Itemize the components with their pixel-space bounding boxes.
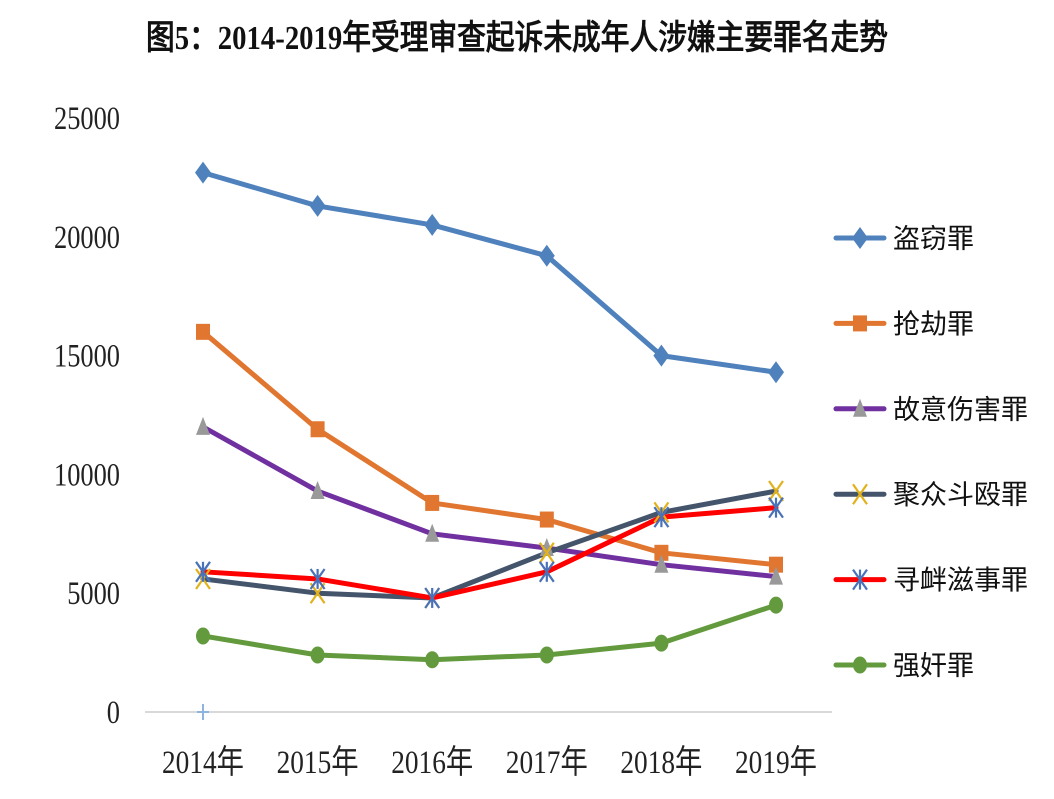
legend-item: 故意伤害罪 <box>833 395 1028 425</box>
data-point-marker <box>538 542 555 564</box>
legend-label: 聚众斗殴罪 <box>893 480 1028 510</box>
data-point-marker <box>539 538 554 557</box>
data-point-marker <box>539 511 554 528</box>
legend-marker-swatch <box>852 483 868 505</box>
data-point-marker <box>538 561 555 583</box>
y-tick-label: 20000 <box>54 220 120 256</box>
x-tick-label: 2019年 <box>735 744 817 781</box>
legend-item: 强奸罪 <box>833 651 974 681</box>
data-point-marker <box>424 587 441 609</box>
data-point-marker <box>196 323 210 340</box>
data-point-marker <box>310 421 325 438</box>
series-line-3 <box>200 424 779 580</box>
x-tick-label: 2015年 <box>277 744 359 781</box>
legend-label: 强奸罪 <box>893 651 974 681</box>
data-point-marker <box>653 344 670 367</box>
legend-item: 盗窃罪 <box>833 224 974 254</box>
series-line-6 <box>200 602 779 663</box>
y-tick-label: 5000 <box>67 576 120 612</box>
data-point-marker <box>768 361 784 384</box>
legend-marker-swatch <box>852 227 868 249</box>
x-tick-label: 2016年 <box>391 744 473 781</box>
legend-item: 聚众斗殴罪 <box>833 480 1028 510</box>
series-line-2 <box>200 329 779 568</box>
data-point-marker <box>425 651 440 669</box>
x-tick-label: 2018年 <box>620 744 702 781</box>
legend-label: 盗窃罪 <box>893 224 974 254</box>
data-point-marker <box>539 646 554 664</box>
series-markers <box>195 161 784 669</box>
chart-title: 图5：2014-2019年受理审查起诉未成年人涉嫌主要罪名走势 <box>146 19 888 57</box>
data-point-marker <box>769 566 783 585</box>
data-point-marker <box>309 194 326 217</box>
data-point-marker <box>196 627 210 645</box>
legend-marker-swatch <box>852 568 868 591</box>
legend-marker-swatch <box>853 656 867 674</box>
data-point-marker <box>310 481 325 500</box>
data-point-marker <box>310 646 325 664</box>
data-point-marker <box>425 523 440 542</box>
legend-label: 抢劫罪 <box>893 309 974 339</box>
data-point-marker <box>768 480 784 502</box>
data-point-marker <box>654 544 669 561</box>
series-line-4 <box>200 488 779 601</box>
legend-item: 抢劫罪 <box>833 309 974 339</box>
y-tick-label: 10000 <box>54 457 120 493</box>
data-point-marker <box>309 568 326 590</box>
data-point-marker <box>653 506 670 528</box>
data-point-marker <box>654 634 669 652</box>
legend-label: 故意伤害罪 <box>893 395 1028 425</box>
data-point-marker <box>425 494 440 511</box>
data-point-marker <box>768 497 784 519</box>
y-tick-label: 0 <box>107 695 120 731</box>
data-point-marker <box>538 244 555 267</box>
legend-label: 寻衅滋事罪 <box>893 566 1028 596</box>
y-tick-label: 15000 <box>54 339 120 375</box>
y-tick-label: 25000 <box>54 101 120 137</box>
data-point-marker <box>196 416 210 435</box>
origin-cross-mark <box>197 704 209 720</box>
data-point-marker <box>769 556 783 573</box>
data-point-marker <box>195 561 211 583</box>
data-point-marker <box>769 596 783 614</box>
series-line-5 <box>200 505 779 601</box>
x-tick-label: 2014年 <box>162 744 244 781</box>
legend-item: 寻衅滋事罪 <box>833 566 1028 596</box>
x-tick-label: 2017年 <box>506 744 588 781</box>
x-axis-tick-labels: 2014年 2015年 2016年 2017年 2018年 2019年 <box>162 744 817 781</box>
data-point-marker <box>424 213 441 236</box>
legend-marker-swatch <box>853 398 867 417</box>
series-lines <box>200 170 779 663</box>
data-point-marker <box>195 161 211 184</box>
data-point-marker <box>654 554 669 573</box>
legend-marker-swatch <box>853 315 867 332</box>
series-line-1 <box>200 170 779 375</box>
y-axis-tick-labels: 0 5000 10000 15000 20000 25000 <box>54 101 120 731</box>
